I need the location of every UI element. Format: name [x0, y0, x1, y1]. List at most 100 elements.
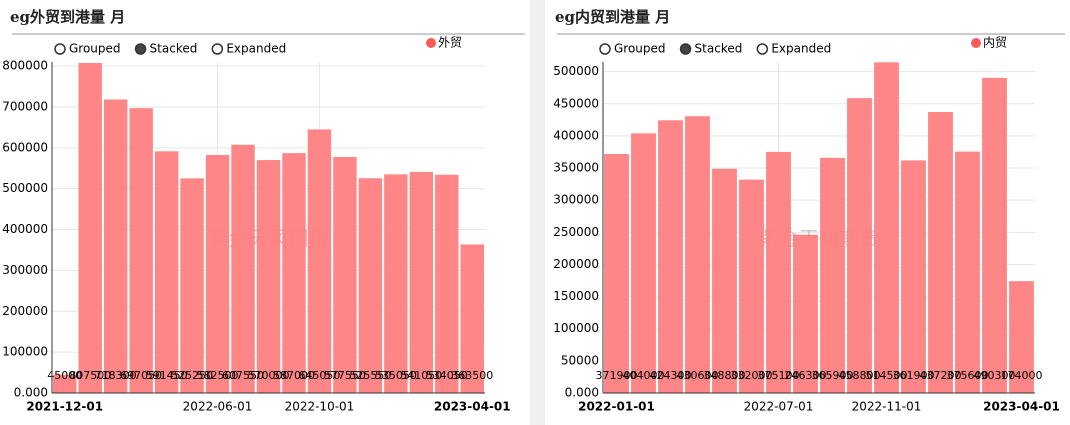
- y-tick-label: 500000: [2, 181, 48, 195]
- mode-option[interactable]: Expanded: [756, 42, 831, 56]
- data-label: 525250: [171, 369, 213, 382]
- x-tick-label: 2022-06-01: [183, 400, 253, 414]
- data-label: 45000: [47, 369, 82, 382]
- x-tick-label: 2022-01-01: [578, 400, 655, 414]
- bar: [712, 168, 737, 393]
- data-label: 697050: [120, 369, 162, 382]
- y-tick-label: 200000: [2, 304, 48, 318]
- data-label: 371900: [596, 369, 638, 382]
- bar: [409, 171, 434, 393]
- bar: [739, 179, 764, 393]
- mode-label[interactable]: Stacked: [150, 42, 198, 56]
- data-label: 718300: [95, 369, 137, 382]
- mode-option[interactable]: Expanded: [211, 42, 286, 56]
- chart-panel: eg外贸到港量 月 Grouped Stacked Expanded 外贸 0.000 10…: [2, 8, 525, 414]
- x-tick-label: 2021-12-01: [26, 400, 103, 414]
- data-label: 174000: [1001, 369, 1043, 382]
- mode-label[interactable]: Grouped: [614, 42, 666, 56]
- data-label: 645050: [298, 369, 340, 382]
- bar: [982, 77, 1007, 393]
- legend-swatch[interactable]: [971, 38, 981, 48]
- y-tick-label: 400000: [553, 128, 599, 142]
- chart-title: eg外贸到港量 月: [10, 8, 125, 26]
- data-label: 363500: [451, 369, 493, 382]
- x-tick-label: 2023-04-01: [434, 400, 511, 414]
- bar: [333, 156, 357, 393]
- mode-option[interactable]: Grouped: [599, 42, 666, 56]
- mode-option[interactable]: Grouped: [54, 42, 121, 56]
- bar: [847, 98, 872, 393]
- data-label: 424300: [650, 369, 692, 382]
- data-label: 348800: [704, 369, 746, 382]
- mode-label[interactable]: Stacked: [695, 42, 743, 56]
- y-tick-label: 150000: [553, 289, 599, 303]
- x-tick-label: 2022-11-01: [852, 400, 922, 414]
- bar: [129, 108, 153, 393]
- bar: [901, 160, 926, 393]
- bar: [154, 151, 179, 393]
- y-tick-label: 200000: [553, 257, 599, 271]
- mode-label[interactable]: Expanded: [771, 42, 831, 56]
- mode-option[interactable]: Stacked: [679, 42, 743, 56]
- data-label: 332000: [731, 369, 773, 382]
- y-tick-label: 450000: [553, 96, 599, 110]
- data-label: 607550: [222, 369, 264, 382]
- bar: [307, 129, 332, 393]
- data-label: 535050: [375, 369, 417, 382]
- bar: [766, 151, 791, 393]
- y-tick-label: 250000: [553, 225, 599, 239]
- mode-radio[interactable]: [756, 43, 769, 55]
- data-label: 375100: [758, 369, 800, 382]
- mode-label[interactable]: Expanded: [226, 42, 286, 56]
- data-label: 534050: [426, 369, 468, 382]
- bar: [874, 62, 899, 394]
- bar: [53, 374, 77, 393]
- mode-radio[interactable]: [599, 43, 611, 55]
- data-label: 404000: [623, 369, 665, 382]
- legend-swatch[interactable]: [426, 38, 436, 48]
- y-tick-label: 50000: [561, 353, 599, 367]
- data-label: 582500: [197, 369, 239, 382]
- x-tick-label: 2023-04-01: [983, 400, 1060, 414]
- bar: [205, 154, 230, 393]
- data-label: 591450: [146, 369, 188, 382]
- mode-radio[interactable]: [54, 43, 66, 55]
- data-label: 807500: [69, 369, 111, 382]
- legend-label[interactable]: 外贸: [438, 36, 462, 50]
- bar: [435, 174, 459, 393]
- bar: [358, 178, 383, 393]
- bar: [103, 99, 128, 393]
- mode-option[interactable]: Stacked: [134, 42, 198, 56]
- legend-label[interactable]: 内贸: [983, 36, 1007, 50]
- y-tick-label: 100000: [2, 345, 48, 359]
- bar: [231, 144, 255, 393]
- bar: [78, 63, 102, 393]
- bar: [180, 178, 204, 393]
- mode-radio[interactable]: [134, 43, 147, 55]
- bar: [658, 120, 683, 394]
- bar: [793, 234, 818, 393]
- mode-radio[interactable]: [211, 43, 224, 55]
- x-tick-label: 2022-10-01: [285, 400, 355, 414]
- y-tick-label: 300000: [2, 263, 48, 277]
- chart-panel: eg内贸到港量 月 Grouped Stacked Expanded 内贸 0.000 50…: [553, 8, 1065, 414]
- data-label: 430600: [677, 369, 719, 382]
- y-tick-label: 350000: [553, 161, 599, 175]
- legend-item[interactable]: 外贸: [426, 36, 462, 50]
- bar: [460, 244, 484, 393]
- data-label: 514500: [866, 369, 908, 382]
- y-tick-label: 300000: [553, 193, 599, 207]
- mode-label[interactable]: Grouped: [69, 42, 121, 56]
- bar: [282, 153, 306, 393]
- y-tick-label: 100000: [553, 321, 599, 335]
- data-label: 541050: [400, 369, 442, 382]
- mode-radio[interactable]: [679, 43, 692, 55]
- data-label: 587000: [273, 369, 315, 382]
- legend-item[interactable]: 内贸: [971, 36, 1007, 50]
- bar: [631, 133, 656, 394]
- data-label: 375600: [947, 369, 989, 382]
- data-label: 361900: [893, 369, 935, 382]
- bar: [955, 151, 980, 393]
- data-label: 525550: [349, 369, 391, 382]
